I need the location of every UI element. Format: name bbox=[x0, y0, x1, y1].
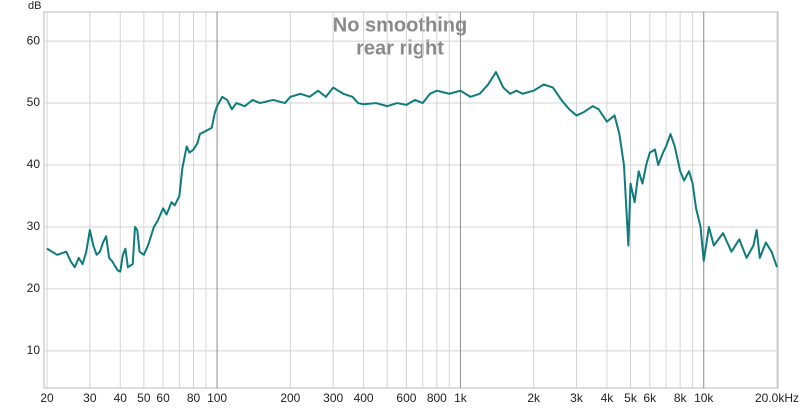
x-tick-label: 20.0kHz bbox=[755, 391, 799, 405]
chart-title: No smoothing bbox=[333, 14, 467, 36]
x-tick-label: 400 bbox=[354, 391, 374, 405]
x-tick-label: 100 bbox=[207, 391, 227, 405]
x-tick-label: 80 bbox=[187, 391, 201, 405]
x-tick-label: 4k bbox=[601, 391, 615, 405]
y-tick-label: 50 bbox=[27, 95, 41, 109]
x-tick-label: 3k bbox=[570, 391, 584, 405]
plot-area bbox=[43, 11, 779, 389]
x-tick-label: 800 bbox=[427, 391, 447, 405]
y-axis-label: dB bbox=[28, 0, 41, 12]
y-tick-label: 30 bbox=[27, 219, 41, 233]
x-tick-label: 300 bbox=[323, 391, 343, 405]
x-tick-label: 1k bbox=[454, 391, 468, 405]
x-tick-label: 60 bbox=[156, 391, 170, 405]
x-tick-label: 10k bbox=[694, 391, 714, 405]
x-tick-label: 50 bbox=[137, 391, 151, 405]
x-tick-label: 6k bbox=[643, 391, 657, 405]
x-tick-label: 600 bbox=[396, 391, 416, 405]
y-tick-label: 40 bbox=[27, 157, 41, 171]
y-tick-label: 60 bbox=[27, 33, 41, 47]
x-tick-label: 20 bbox=[40, 391, 54, 405]
x-tick-label: 2k bbox=[527, 391, 541, 405]
x-tick-label: 5k bbox=[624, 391, 638, 405]
chart-subtitle: rear right bbox=[356, 37, 444, 59]
y-tick-label: 20 bbox=[27, 281, 41, 295]
x-tick-label: 200 bbox=[280, 391, 300, 405]
y-tick-label: 10 bbox=[27, 343, 41, 357]
x-tick-label: 8k bbox=[674, 391, 688, 405]
x-tick-label: 40 bbox=[114, 391, 128, 405]
x-tick-label: 30 bbox=[83, 391, 97, 405]
response-line bbox=[46, 71, 778, 273]
